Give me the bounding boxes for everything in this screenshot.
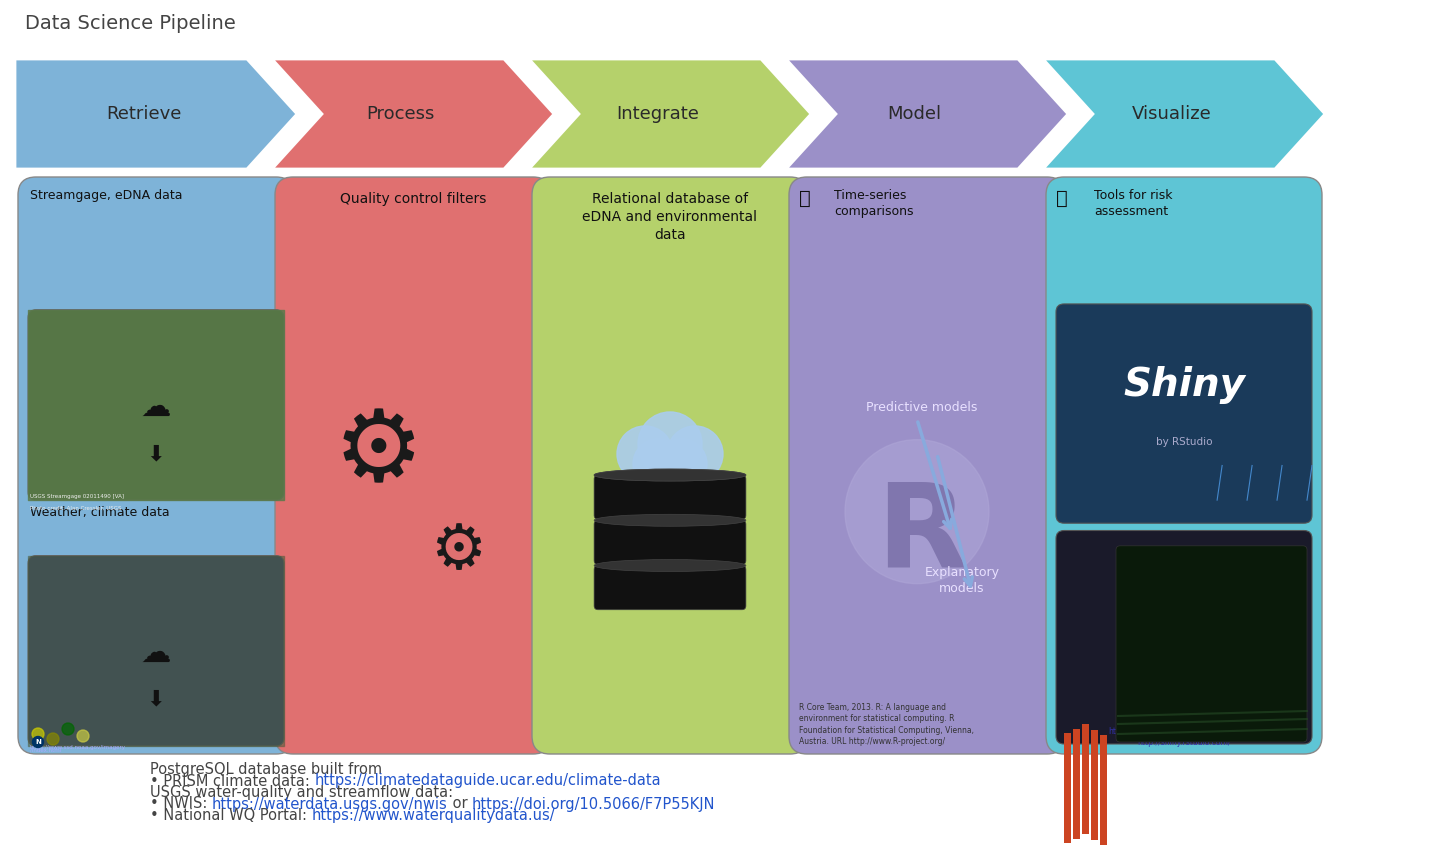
Circle shape bbox=[657, 439, 707, 489]
Text: Streamgage, eDNA data: Streamgage, eDNA data bbox=[30, 189, 183, 202]
Text: • NWIS:: • NWIS: bbox=[150, 796, 212, 812]
Text: • National WQ Portal:: • National WQ Portal: bbox=[150, 808, 311, 823]
Polygon shape bbox=[528, 59, 811, 169]
FancyBboxPatch shape bbox=[17, 177, 294, 754]
Text: R Core Team, 2013. R: A language and
environment for statistical computing. R
Fo: R Core Team, 2013. R: A language and env… bbox=[799, 703, 973, 746]
Ellipse shape bbox=[595, 469, 746, 481]
Text: PostgreSQL database built from: PostgreSQL database built from bbox=[150, 762, 382, 777]
Ellipse shape bbox=[595, 469, 746, 481]
Circle shape bbox=[634, 439, 683, 489]
Bar bbox=[1073, 728, 1080, 839]
Bar bbox=[1092, 730, 1097, 840]
Text: • PRISM climate data:: • PRISM climate data: bbox=[150, 773, 314, 789]
FancyBboxPatch shape bbox=[789, 177, 1066, 754]
Polygon shape bbox=[14, 59, 297, 169]
Text: https://gagecarto.github.io/eisExplorer/
http://shiny.rstudio.com/: https://gagecarto.github.io/eisExplorer/… bbox=[1109, 727, 1260, 747]
Text: ⬇: ⬇ bbox=[147, 444, 166, 464]
Text: R: R bbox=[877, 477, 968, 593]
Text: ⚙: ⚙ bbox=[431, 522, 485, 582]
Circle shape bbox=[48, 733, 59, 745]
Circle shape bbox=[616, 426, 672, 482]
Text: Data Science Pipeline: Data Science Pipeline bbox=[24, 14, 236, 33]
Polygon shape bbox=[786, 59, 1068, 169]
FancyBboxPatch shape bbox=[1056, 304, 1312, 523]
FancyBboxPatch shape bbox=[531, 177, 808, 754]
Text: Tools for risk
assessment: Tools for risk assessment bbox=[1094, 189, 1172, 218]
Text: https://www.ssd.noaa.gov/imagery: https://www.ssd.noaa.gov/imagery bbox=[30, 745, 127, 750]
Text: by RStudio: by RStudio bbox=[1156, 437, 1212, 447]
Text: 🖥: 🖥 bbox=[1056, 189, 1067, 208]
Bar bbox=[1081, 724, 1089, 834]
FancyBboxPatch shape bbox=[1056, 531, 1312, 744]
Text: Process: Process bbox=[366, 105, 435, 123]
Circle shape bbox=[667, 426, 723, 482]
FancyBboxPatch shape bbox=[595, 475, 746, 520]
Circle shape bbox=[62, 723, 73, 735]
FancyBboxPatch shape bbox=[1116, 546, 1308, 742]
FancyBboxPatch shape bbox=[275, 177, 552, 754]
Text: Predictive models: Predictive models bbox=[867, 402, 978, 414]
Text: 📈: 📈 bbox=[799, 189, 811, 208]
FancyBboxPatch shape bbox=[595, 520, 746, 565]
FancyBboxPatch shape bbox=[595, 565, 746, 610]
Text: Shiny: Shiny bbox=[1123, 366, 1246, 404]
Text: https://waterdata.usgs.gov/nwis: https://waterdata.usgs.gov/nwis bbox=[212, 796, 448, 812]
Text: Model: Model bbox=[887, 105, 942, 123]
Text: Weather, climate data: Weather, climate data bbox=[30, 506, 170, 519]
Text: Quality control filters: Quality control filters bbox=[340, 192, 487, 206]
Text: ☁: ☁ bbox=[141, 393, 171, 422]
FancyBboxPatch shape bbox=[27, 310, 284, 500]
Text: /index.html: /index.html bbox=[30, 747, 62, 752]
Text: ⬇: ⬇ bbox=[147, 690, 166, 710]
Text: Integrate: Integrate bbox=[616, 105, 698, 123]
Text: ⚙: ⚙ bbox=[333, 406, 423, 503]
Text: USGS water-quality and streamflow data:: USGS water-quality and streamflow data: bbox=[150, 785, 454, 800]
Text: USGS Streamgage 02011490 [VA]: USGS Streamgage 02011490 [VA] bbox=[30, 494, 124, 499]
Text: Explanatory
models: Explanatory models bbox=[924, 566, 999, 595]
Text: or: or bbox=[448, 796, 472, 812]
Text: ☁: ☁ bbox=[141, 639, 171, 668]
Ellipse shape bbox=[595, 514, 746, 526]
FancyBboxPatch shape bbox=[1045, 177, 1322, 754]
Bar bbox=[1064, 733, 1071, 843]
Circle shape bbox=[32, 728, 45, 740]
Circle shape bbox=[845, 440, 989, 583]
Text: https://climatedataguide.ucar.edu/climate-data: https://climatedataguide.ucar.edu/climat… bbox=[314, 773, 661, 789]
FancyBboxPatch shape bbox=[27, 555, 284, 746]
Polygon shape bbox=[272, 59, 554, 169]
Bar bbox=[1100, 734, 1107, 845]
Text: Photo credit: Alan Cressler, USGS: Photo credit: Alan Cressler, USGS bbox=[30, 506, 121, 511]
Circle shape bbox=[76, 730, 89, 742]
Text: Relational database of
eDNA and environmental
data: Relational database of eDNA and environm… bbox=[583, 192, 757, 242]
Text: Retrieve: Retrieve bbox=[105, 105, 181, 123]
Circle shape bbox=[638, 412, 703, 476]
Ellipse shape bbox=[595, 559, 746, 571]
Text: https://www.waterqualitydata.us/: https://www.waterqualitydata.us/ bbox=[311, 808, 556, 823]
Polygon shape bbox=[1043, 59, 1325, 169]
Text: https://doi.org/10.5066/F7P55KJN: https://doi.org/10.5066/F7P55KJN bbox=[472, 796, 716, 812]
Text: Time-series
comparisons: Time-series comparisons bbox=[834, 189, 913, 218]
Text: Visualize: Visualize bbox=[1132, 105, 1211, 123]
Text: N: N bbox=[35, 739, 40, 745]
Circle shape bbox=[33, 736, 43, 747]
